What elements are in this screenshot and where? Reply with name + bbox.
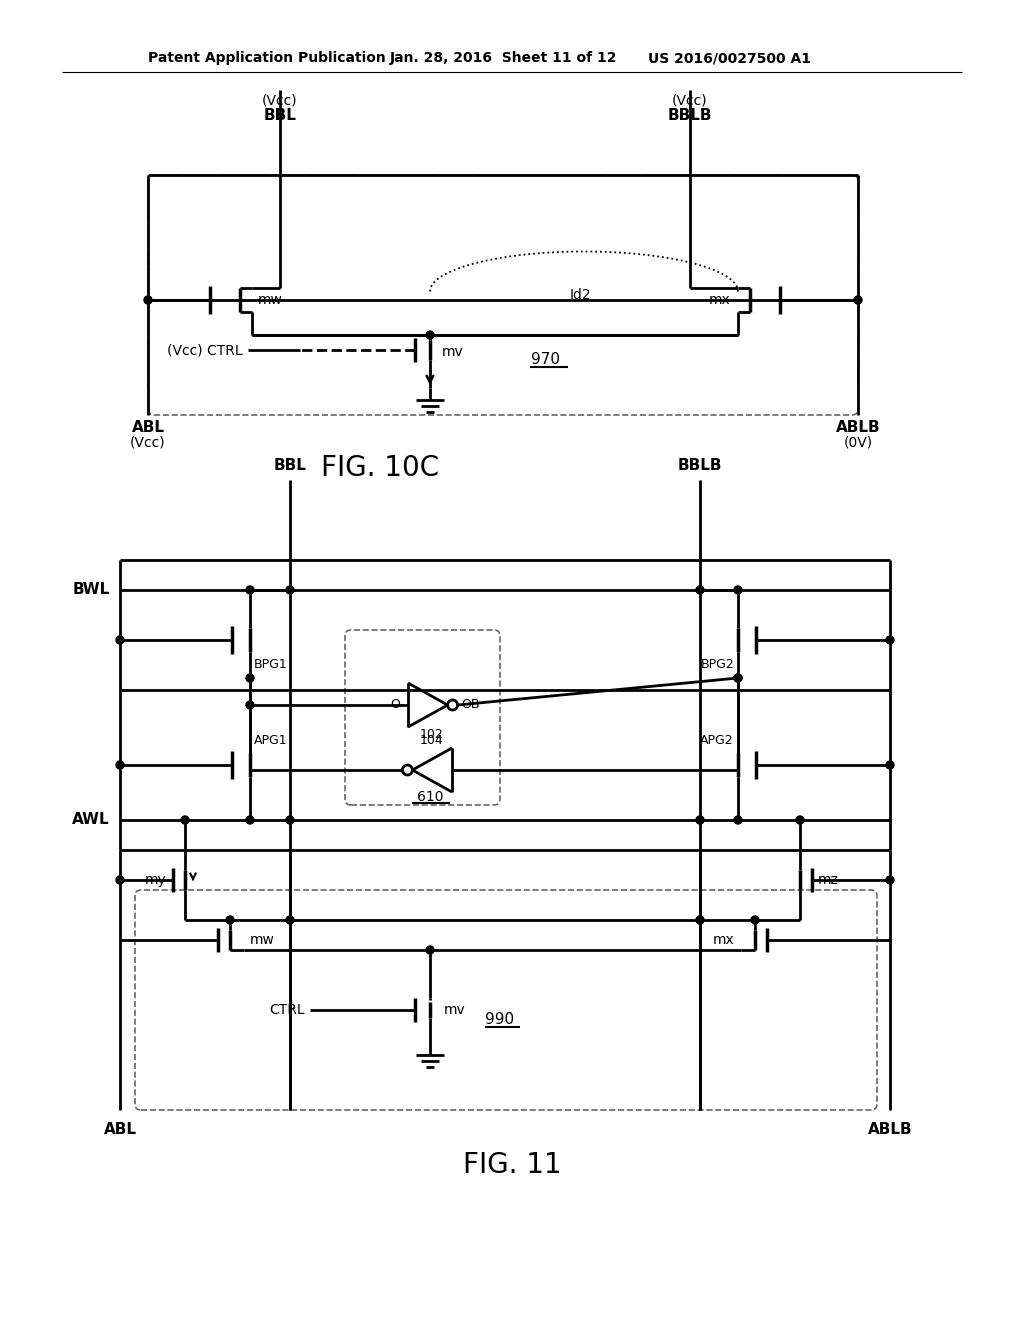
Text: mv: mv (444, 1003, 466, 1016)
Text: AWL: AWL (73, 813, 110, 828)
Text: ABL: ABL (103, 1122, 136, 1138)
FancyBboxPatch shape (148, 176, 858, 414)
Text: BPG1: BPG1 (254, 659, 288, 672)
Circle shape (246, 816, 254, 824)
Text: FIG. 10C: FIG. 10C (321, 454, 439, 482)
Text: 102: 102 (420, 729, 443, 742)
Text: APG1: APG1 (254, 734, 288, 747)
Text: O: O (390, 698, 400, 711)
Text: 990: 990 (485, 1012, 515, 1027)
Text: Patent Application Publication: Patent Application Publication (148, 51, 386, 65)
Circle shape (696, 816, 705, 824)
Circle shape (286, 916, 294, 924)
Text: mv: mv (442, 345, 464, 359)
Circle shape (854, 296, 862, 304)
Circle shape (286, 586, 294, 594)
Text: (0V): (0V) (844, 436, 872, 449)
Circle shape (226, 916, 234, 924)
Text: mw: mw (250, 933, 274, 946)
Text: Id2: Id2 (569, 288, 591, 302)
FancyBboxPatch shape (135, 890, 877, 1110)
Circle shape (751, 916, 759, 924)
Circle shape (696, 586, 705, 594)
Text: US 2016/0027500 A1: US 2016/0027500 A1 (648, 51, 811, 65)
Text: BBLB: BBLB (678, 458, 722, 473)
Circle shape (734, 816, 742, 824)
Circle shape (246, 701, 254, 709)
Text: my: my (145, 873, 167, 887)
Circle shape (144, 296, 152, 304)
Text: Jan. 28, 2016  Sheet 11 of 12: Jan. 28, 2016 Sheet 11 of 12 (390, 51, 617, 65)
Text: OB: OB (462, 698, 480, 711)
FancyBboxPatch shape (345, 630, 500, 805)
Circle shape (734, 675, 742, 682)
Circle shape (181, 816, 189, 824)
Text: mx: mx (709, 293, 730, 308)
Circle shape (286, 816, 294, 824)
Circle shape (116, 762, 124, 770)
Circle shape (246, 675, 254, 682)
Circle shape (886, 636, 894, 644)
Circle shape (796, 816, 804, 824)
Text: ABLB: ABLB (867, 1122, 912, 1138)
Text: 610: 610 (417, 789, 443, 804)
Text: mw: mw (258, 293, 283, 308)
Text: BBL: BBL (273, 458, 306, 473)
Text: BBL: BBL (263, 107, 296, 123)
Text: FIG. 11: FIG. 11 (463, 1151, 561, 1179)
Circle shape (734, 586, 742, 594)
Circle shape (886, 876, 894, 884)
Text: BBLB: BBLB (668, 107, 713, 123)
Text: CTRL: CTRL (269, 1003, 305, 1016)
Text: (Vcc): (Vcc) (262, 92, 298, 107)
Circle shape (426, 331, 434, 339)
Circle shape (734, 675, 742, 682)
Text: BPG2: BPG2 (700, 659, 734, 672)
Text: APG2: APG2 (700, 734, 734, 747)
Circle shape (426, 946, 434, 954)
Text: ABL: ABL (131, 420, 165, 434)
Text: BWL: BWL (73, 582, 110, 598)
Text: 104: 104 (420, 734, 443, 747)
Text: ABLB: ABLB (836, 420, 881, 434)
Circle shape (696, 916, 705, 924)
Text: (Vcc): (Vcc) (672, 92, 708, 107)
Circle shape (116, 636, 124, 644)
Circle shape (116, 876, 124, 884)
Text: 970: 970 (530, 352, 559, 367)
Text: mx: mx (714, 933, 735, 946)
Circle shape (886, 762, 894, 770)
Text: (Vcc) CTRL: (Vcc) CTRL (167, 343, 243, 356)
Text: mz: mz (818, 873, 839, 887)
Circle shape (246, 586, 254, 594)
Text: (Vcc): (Vcc) (130, 436, 166, 449)
